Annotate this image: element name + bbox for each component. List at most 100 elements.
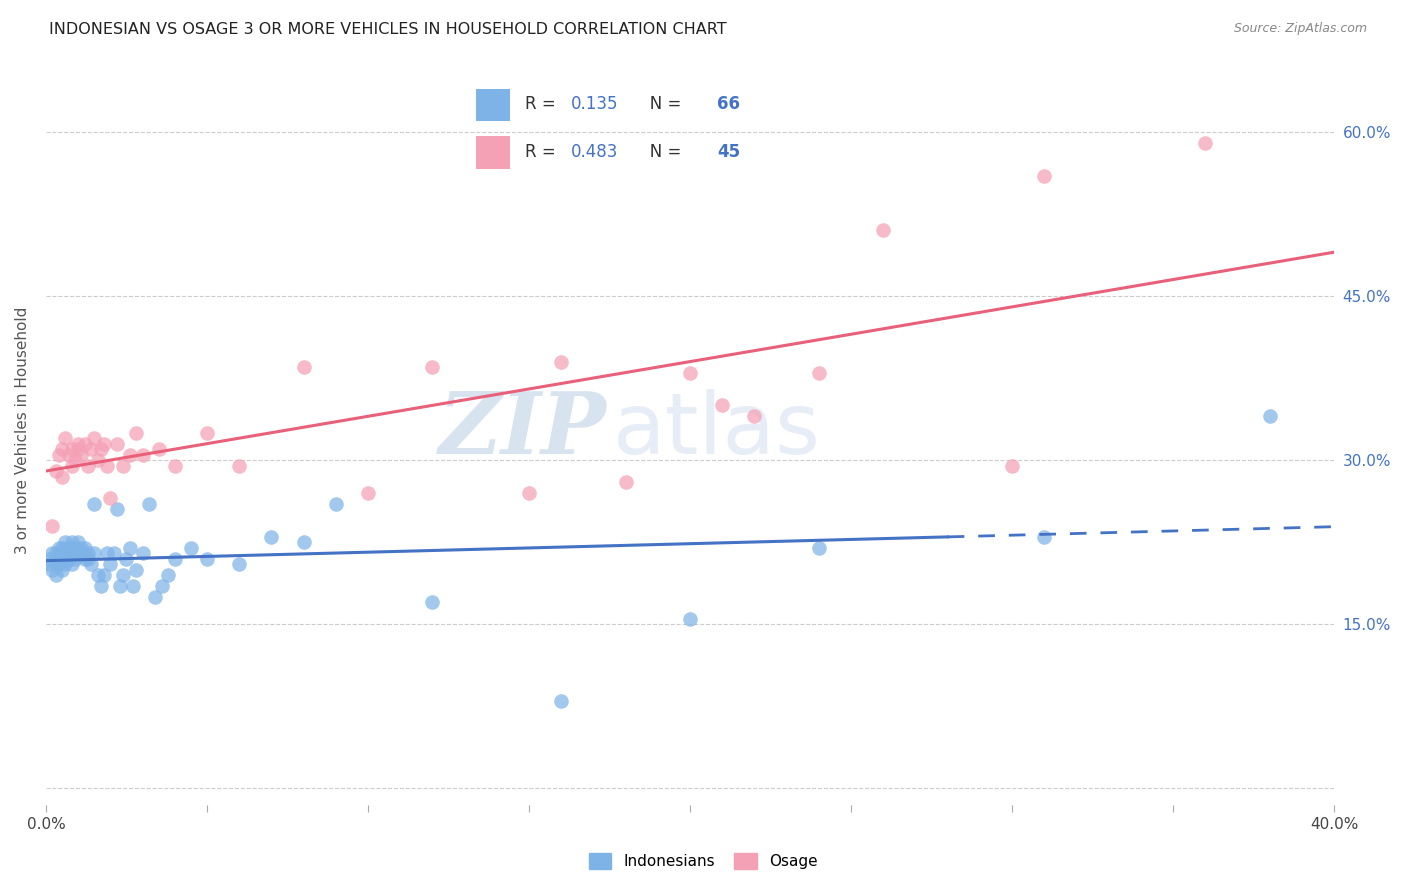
Point	[60, 535, 83, 549]
Point	[108, 579, 131, 593]
Point	[872, 223, 894, 237]
Point	[131, 546, 153, 560]
Text: ZIP: ZIP	[439, 388, 606, 472]
Text: atlas: atlas	[613, 389, 821, 472]
Point	[63, 541, 86, 555]
Point	[614, 475, 637, 489]
Point	[51, 442, 73, 457]
Point	[1033, 169, 1056, 183]
Point	[51, 551, 73, 566]
Point	[58, 541, 80, 555]
Point	[163, 458, 186, 473]
Point	[195, 551, 218, 566]
Point	[51, 541, 73, 555]
Point	[125, 563, 148, 577]
Point	[807, 541, 830, 555]
Point	[60, 458, 83, 473]
Point	[292, 360, 315, 375]
Point	[86, 568, 108, 582]
Point	[325, 497, 347, 511]
Point	[96, 546, 118, 560]
Point	[86, 453, 108, 467]
Point	[41, 518, 63, 533]
Point	[45, 546, 67, 560]
Point	[292, 535, 315, 549]
Point	[48, 541, 70, 555]
Point	[105, 436, 128, 450]
Point	[73, 436, 96, 450]
Point	[45, 557, 67, 571]
Point	[711, 398, 734, 412]
Text: Source: ZipAtlas.com: Source: ZipAtlas.com	[1233, 22, 1367, 36]
Point	[138, 497, 160, 511]
Point	[45, 464, 67, 478]
Point	[163, 551, 186, 566]
Point	[67, 436, 90, 450]
Point	[96, 458, 118, 473]
Point	[1033, 530, 1056, 544]
Point	[115, 551, 138, 566]
Point	[550, 354, 572, 368]
Point	[48, 546, 70, 560]
Point	[53, 535, 76, 549]
Point	[67, 535, 90, 549]
Point	[228, 557, 250, 571]
Point	[41, 563, 63, 577]
Legend: Indonesians, Osage: Indonesians, Osage	[582, 847, 824, 875]
Point	[145, 590, 167, 604]
Point	[63, 453, 86, 467]
Point	[76, 458, 98, 473]
Point	[1001, 458, 1024, 473]
Point	[73, 541, 96, 555]
Point	[60, 546, 83, 560]
Point	[63, 551, 86, 566]
Point	[122, 579, 145, 593]
Point	[76, 551, 98, 566]
Point	[38, 557, 60, 571]
Point	[53, 557, 76, 571]
Point	[58, 546, 80, 560]
Point	[93, 436, 115, 450]
Text: INDONESIAN VS OSAGE 3 OR MORE VEHICLES IN HOUSEHOLD CORRELATION CHART: INDONESIAN VS OSAGE 3 OR MORE VEHICLES I…	[49, 22, 727, 37]
Point	[103, 546, 125, 560]
Point	[48, 557, 70, 571]
Point	[744, 409, 766, 424]
Point	[53, 546, 76, 560]
Point	[67, 546, 90, 560]
Point	[422, 360, 444, 375]
Point	[112, 568, 135, 582]
Point	[60, 557, 83, 571]
Point	[118, 448, 141, 462]
Point	[260, 530, 283, 544]
Y-axis label: 3 or more Vehicles in Household: 3 or more Vehicles in Household	[15, 306, 30, 554]
Point	[195, 425, 218, 440]
Point	[100, 491, 122, 506]
Point	[70, 546, 93, 560]
Point	[550, 694, 572, 708]
Point	[679, 612, 702, 626]
Point	[73, 551, 96, 566]
Point	[148, 442, 170, 457]
Point	[38, 551, 60, 566]
Point	[60, 442, 83, 457]
Point	[80, 442, 103, 457]
Point	[157, 568, 180, 582]
Point	[180, 541, 202, 555]
Point	[131, 448, 153, 462]
Point	[93, 568, 115, 582]
Point	[83, 497, 105, 511]
Point	[41, 546, 63, 560]
Point	[45, 568, 67, 582]
Point	[67, 442, 90, 457]
Point	[228, 458, 250, 473]
Point	[679, 366, 702, 380]
Point	[125, 425, 148, 440]
Point	[51, 469, 73, 483]
Point	[1194, 136, 1216, 150]
Point	[150, 579, 173, 593]
Point	[83, 431, 105, 445]
Point	[58, 448, 80, 462]
Point	[90, 442, 112, 457]
Point	[70, 541, 93, 555]
Point	[112, 458, 135, 473]
